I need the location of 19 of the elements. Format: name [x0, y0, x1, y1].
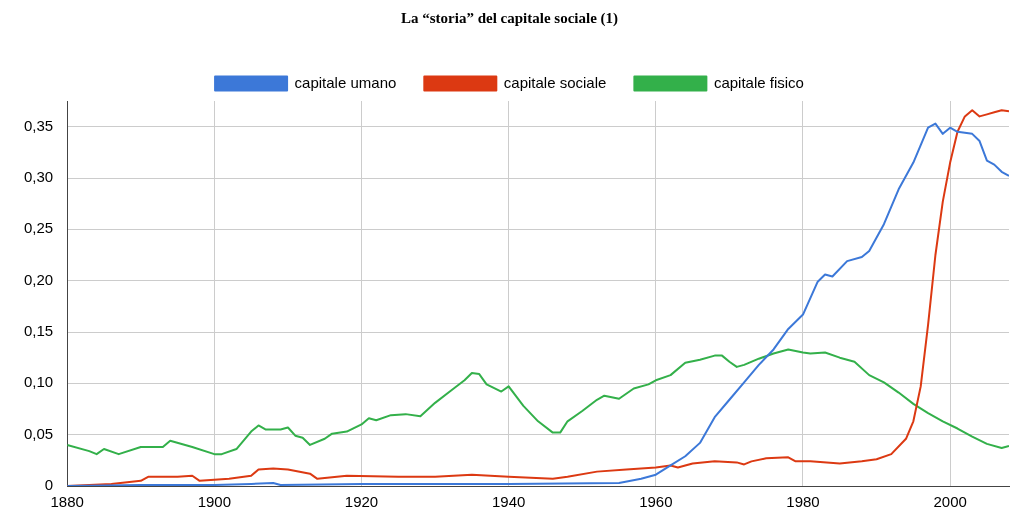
x-tick-label: 1940 [491, 493, 526, 511]
chart-title: La “storia” del capitale sociale (1) [400, 9, 619, 27]
y-tick-label: 0,20 [23, 270, 54, 288]
y-tick-label: 0,30 [23, 168, 54, 186]
legend-label: capitale umano [294, 73, 397, 91]
x-tick-label: 1920 [344, 493, 379, 511]
x-tick-label: 1960 [639, 493, 673, 511]
legend-label: capitale sociale [503, 73, 607, 91]
y-tick-label: 0,15 [23, 322, 54, 340]
legend-label: capitale fisico [713, 73, 804, 91]
x-tick-label: 1900 [197, 493, 232, 511]
y-tick-label: 0,05 [23, 424, 54, 442]
x-tick-label: 2000 [933, 493, 967, 511]
y-tick-label: 0,10 [23, 373, 54, 391]
y-tick-label: 0 [44, 476, 54, 494]
x-tick-label: 1980 [786, 493, 820, 511]
y-tick-label: 0,25 [23, 219, 54, 237]
x-tick-label: 1880 [50, 493, 84, 511]
y-tick-label: 0,35 [23, 116, 54, 134]
